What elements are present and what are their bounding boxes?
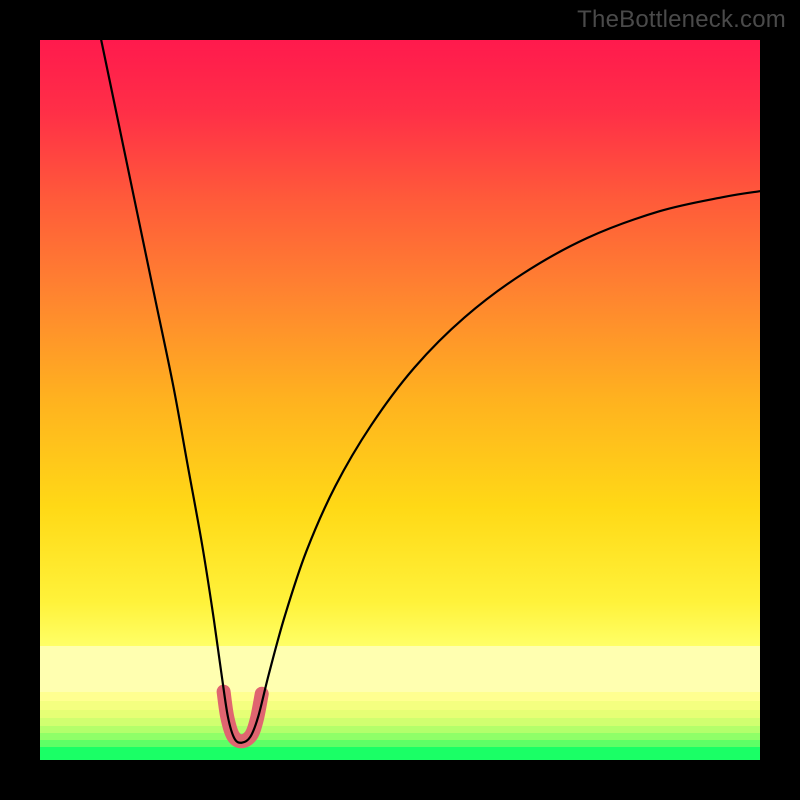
bottleneck-curve [101,40,760,743]
trough-marker [224,692,262,742]
curve-plot [0,0,800,800]
chart-container: TheBottleneck.com [0,0,800,800]
watermark-text: TheBottleneck.com [577,6,786,34]
